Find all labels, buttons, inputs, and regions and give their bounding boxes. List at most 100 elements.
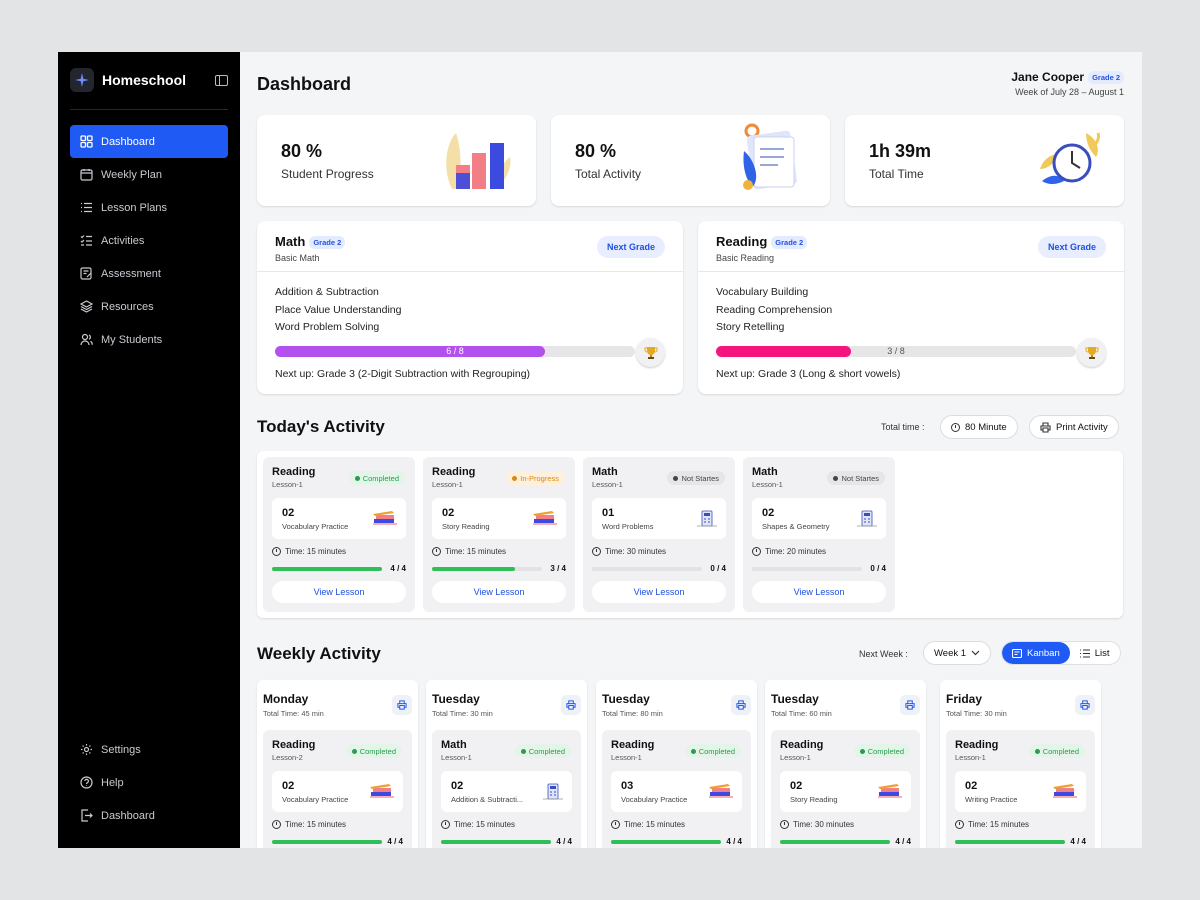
status-text: Completed — [528, 746, 565, 756]
lesson-time-text: Time: 20 minutes — [765, 547, 827, 556]
view-lesson-button[interactable]: View Lesson — [592, 581, 726, 603]
bar-chart-illustration — [446, 133, 511, 189]
subject-header: Reading Grade 2 Basic Reading Next Grade — [698, 221, 1124, 272]
lesson-progress-fill — [611, 840, 721, 844]
day-name: Tuesday — [432, 692, 480, 706]
lesson-progress-fill — [272, 840, 382, 844]
topic-item: Word Problem Solving — [275, 321, 380, 333]
lesson-name: Vocabulary Practice — [282, 522, 349, 531]
section-title-weekly: Weekly Activity — [257, 644, 381, 663]
view-lesson-button[interactable]: View Lesson — [272, 581, 406, 603]
lesson-progress-bar — [955, 840, 1065, 844]
app-name: Homeschool — [102, 72, 187, 88]
lesson-count: 3 / 4 — [550, 564, 566, 573]
status-dot — [690, 748, 696, 754]
print-day-button[interactable] — [561, 695, 581, 715]
kanban-view-button[interactable]: Kanban — [1002, 642, 1070, 664]
lesson-item[interactable]: 02 Vocabulary Practice — [272, 498, 406, 539]
lesson-item[interactable]: 02 Shapes & Geometry — [752, 498, 886, 539]
lesson-item[interactable]: 02 Writing Practice — [955, 771, 1086, 812]
print-day-button[interactable] — [1075, 695, 1095, 715]
sidebar-item-lesson-plans[interactable]: Lesson Plans — [70, 191, 228, 224]
status-text: Completed — [867, 746, 904, 756]
day-column: Friday Total Time: 30 min Reading Lesson-1 C… — [940, 680, 1101, 848]
status-dot — [1034, 748, 1040, 754]
subject-title: Reading — [716, 234, 768, 249]
lesson-name: Story Reading — [790, 795, 838, 804]
sidebar-item-settings[interactable]: Settings — [70, 733, 228, 766]
progress-bar: 3 / 8 — [716, 346, 1076, 357]
day-column: Tuesday Total Time: 30 min Math Lesson-1 Com… — [426, 680, 587, 848]
topic-list: Addition & Subtraction Place Value Under… — [275, 284, 401, 337]
stat-label: Total Activity — [575, 167, 642, 181]
lesson-number: 02 — [451, 780, 464, 792]
print-activity-button[interactable]: Print Activity — [1029, 415, 1119, 439]
subject-subtitle: Basic Reading — [716, 253, 775, 263]
subject-card-math: Math Grade 2 Basic Math Next Grade Additi… — [257, 221, 683, 394]
clock-icon — [441, 820, 450, 829]
lesson-item[interactable]: 01 Word Problems — [592, 498, 726, 539]
stat-label: Total Time — [869, 167, 924, 181]
lesson-progress-bar — [272, 567, 382, 571]
lesson-item[interactable]: 02 Addition & Subtracti... — [441, 771, 572, 812]
list-label: List — [1094, 647, 1110, 659]
clock-icon — [611, 820, 620, 829]
progress-text: 6 / 8 — [446, 346, 464, 356]
sidebar-item-dashboard[interactable]: Dashboard — [70, 125, 228, 158]
sidebar-item-my-students[interactable]: My Students — [70, 323, 228, 356]
lesson-item[interactable]: 02 Story Reading — [432, 498, 566, 539]
activity-card: Math Lesson-1 Not Startes 02 Shapes & Geomet… — [743, 457, 895, 612]
grid-icon — [80, 135, 93, 148]
week-select[interactable]: Week 1 — [923, 641, 992, 665]
lesson-item[interactable]: 02 Vocabulary Practice — [272, 771, 403, 812]
status-text: Completed — [1042, 746, 1079, 756]
lesson-item[interactable]: 02 Story Reading — [780, 771, 911, 812]
lesson-name: Vocabulary Practice — [621, 795, 688, 804]
status-text: Completed — [359, 746, 396, 756]
lesson-progress-fill — [955, 840, 1065, 844]
lesson-count: 4 / 4 — [895, 837, 911, 846]
user-info[interactable]: Jane Cooper Grade 2 Week of July 28 – Aug… — [1011, 70, 1124, 97]
sidebar-item-label: Assessment — [101, 267, 161, 280]
divider — [70, 109, 228, 110]
view-lesson-button[interactable]: View Lesson — [752, 581, 886, 603]
lesson-name: Addition & Subtracti... — [451, 795, 524, 804]
status-text: Not Startes — [681, 473, 719, 483]
progress-fill — [275, 346, 545, 357]
sidebar-item-label: Dashboard — [101, 809, 155, 822]
sidebar-item-assessment[interactable]: Assessment — [70, 257, 228, 290]
calculator-icon — [542, 783, 564, 806]
lesson-time-text: Time: 15 minutes — [285, 547, 347, 556]
sidebar-item-logout[interactable]: Dashboard — [70, 799, 228, 832]
printer-icon — [397, 700, 407, 710]
activity-lesson: Lesson-1 — [955, 753, 986, 762]
sidebar-item-activities[interactable]: Activities — [70, 224, 228, 257]
sidebar-item-help[interactable]: Help — [70, 766, 228, 799]
activity-lesson: Lesson-1 — [272, 480, 303, 489]
total-time-label: Total time : — [881, 422, 925, 432]
lesson-time-text: Time: 15 minutes — [445, 547, 507, 556]
sidebar-toggle-icon[interactable] — [215, 74, 228, 86]
sidebar-item-resources[interactable]: Resources — [70, 290, 228, 323]
next-grade-button[interactable]: Next Grade — [1037, 236, 1106, 258]
view-lesson-button[interactable]: View Lesson — [432, 581, 566, 603]
sidebar-item-weekly-plan[interactable]: Weekly Plan — [70, 158, 228, 191]
clock-illustration — [1040, 132, 1100, 184]
activity-lesson: Lesson-1 — [432, 480, 463, 489]
next-grade-button[interactable]: Next Grade — [596, 236, 665, 258]
lesson-count: 4 / 4 — [726, 837, 742, 846]
lesson-progress-bar — [592, 567, 702, 571]
week-range: Week of July 28 – August 1 — [1015, 87, 1124, 98]
status-badge: Completed — [1028, 744, 1085, 758]
page-title: Dashboard — [257, 74, 352, 94]
sidebar-item-label: Help — [101, 776, 124, 789]
print-day-button[interactable] — [900, 695, 920, 715]
lesson-time: Time: 15 minutes — [272, 547, 346, 556]
print-day-button[interactable] — [731, 695, 751, 715]
clock-icon — [432, 547, 441, 556]
list-view-button[interactable]: List — [1070, 642, 1120, 664]
stat-card-student-progress: 80 % Student Progress — [257, 115, 536, 206]
print-day-button[interactable] — [392, 695, 412, 715]
lesson-item[interactable]: 03 Vocabulary Practice — [611, 771, 742, 812]
day-name: Friday — [946, 692, 983, 706]
